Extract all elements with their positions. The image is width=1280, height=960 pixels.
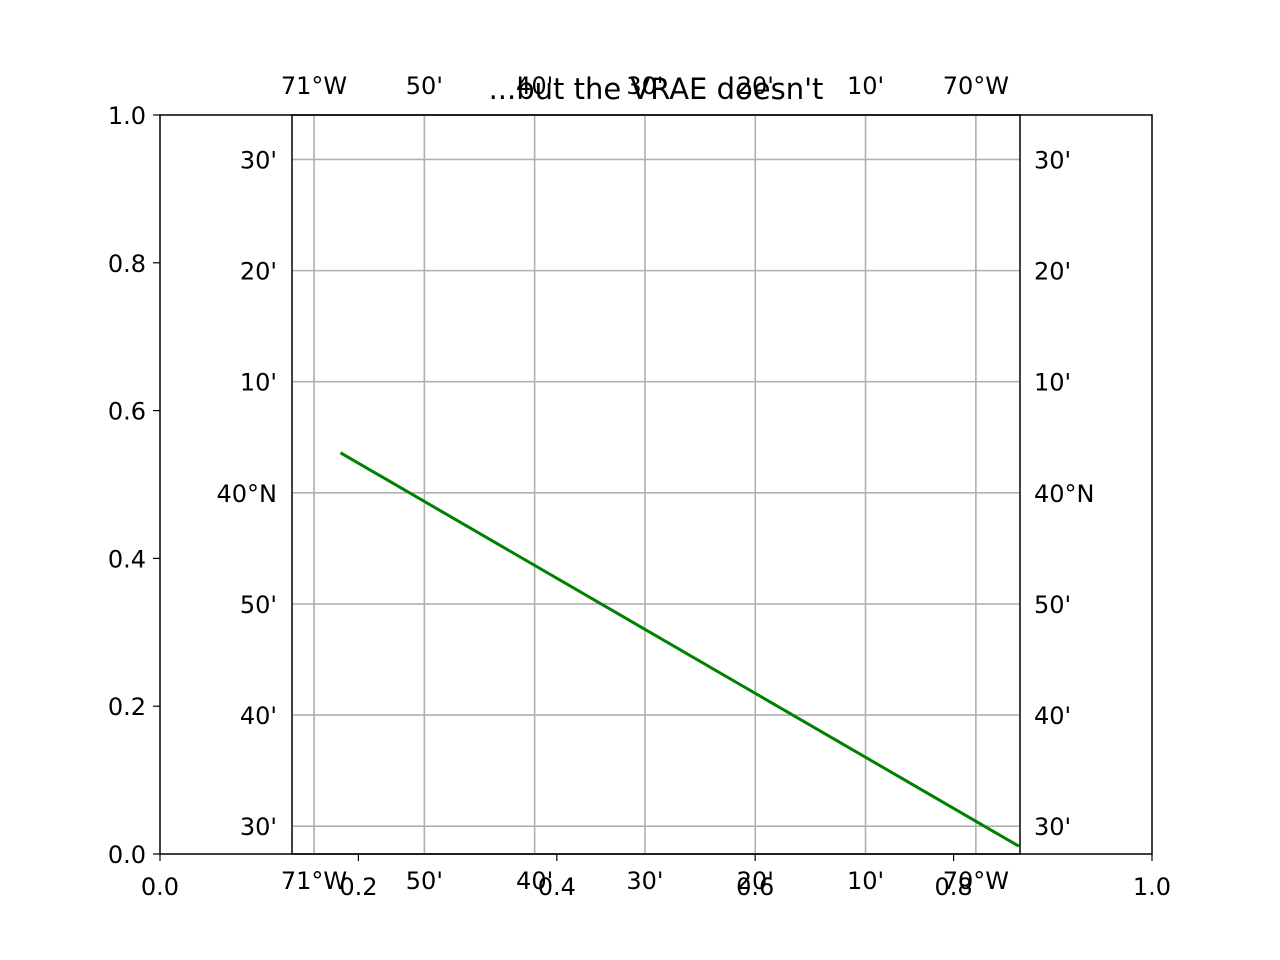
parallel-label-left: 50' [240, 591, 277, 619]
meridian-label-top: 20' [737, 72, 774, 100]
meridian-label-bottom: 40' [516, 867, 553, 895]
parallel-label-left: 20' [240, 258, 277, 286]
meridian-label-bottom: 10' [847, 867, 884, 895]
parallel-label-left: 30' [240, 813, 277, 841]
x-tick-label: 0.6 [736, 873, 774, 901]
y-tick-label: 0.6 [108, 398, 146, 426]
meridian-label-bottom: 50' [406, 867, 443, 895]
y-tick-label: 0.8 [108, 250, 146, 278]
x-tick-label: 1.0 [1133, 873, 1171, 901]
map-route-layer [339, 451, 1020, 848]
x-tick-label: 0.2 [339, 873, 377, 901]
parallel-label-left: 40' [240, 702, 277, 730]
x-tick-label: 0.8 [935, 873, 973, 901]
y-tick-label: 0.0 [108, 841, 146, 869]
route-line [339, 451, 1020, 848]
parallel-label-right: 10' [1034, 369, 1071, 397]
parallel-label-right: 30' [1034, 813, 1071, 841]
meridian-label-top: 40' [516, 72, 553, 100]
x-tick-label: 0.0 [141, 873, 179, 901]
y-tick-label: 0.4 [108, 545, 146, 573]
map-grid-labels: 71°W 71°W 50' 50' 40' 40' 30' 30' 20' 20' 10' 10' 70… [217, 72, 1095, 895]
meridian-label-bottom: 20' [737, 867, 774, 895]
meridian-label-top: 10' [847, 72, 884, 100]
map-axes-frame [291, 114, 1021, 855]
meridian-label-top: 30' [626, 72, 663, 100]
meridian-label-top: 70°W [943, 72, 1009, 100]
meridian-label-bottom: 70°W [943, 867, 1009, 895]
map-gridlines [292, 115, 1020, 854]
parallel-label-left: 10' [240, 369, 277, 397]
parallel-label-right: 20' [1034, 258, 1071, 286]
x-tick-label: 0.4 [538, 873, 576, 901]
meridian-label-top: 71°W [281, 72, 347, 100]
meridian-label-top: 50' [406, 72, 443, 100]
parallel-label-right: 30' [1034, 146, 1071, 174]
y-tick-label: 0.2 [108, 693, 146, 721]
parallel-label-right: 50' [1034, 591, 1071, 619]
parallel-label-left: 30' [240, 146, 277, 174]
parallel-label-right: 40' [1034, 702, 1071, 730]
parallel-label-left: 40°N [217, 480, 278, 508]
y-tick-label: 1.0 [108, 102, 146, 130]
meridian-label-bottom: 30' [626, 867, 663, 895]
meridian-label-bottom: 71°W [281, 867, 347, 895]
map-title: ...but the VRAE doesn't [489, 72, 824, 106]
parallel-label-right: 40°N [1034, 480, 1095, 508]
outer-axes-ticks: 0.0 0.2 0.4 0.6 0.8 1.0 0.0 0.2 0.4 0.6 0.8 1.0 [108, 102, 1171, 901]
